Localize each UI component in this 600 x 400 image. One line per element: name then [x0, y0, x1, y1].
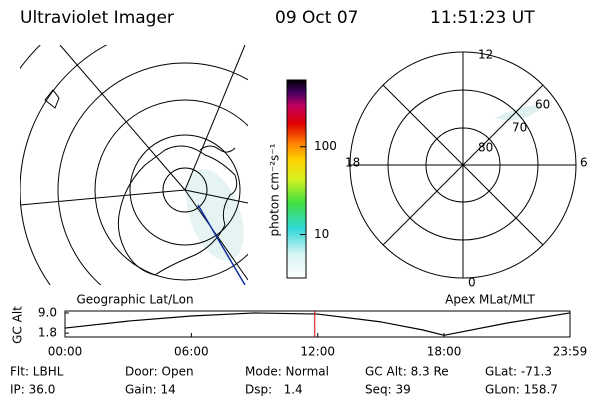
time: 11:51:23 UT	[430, 8, 535, 28]
geo-map	[20, 45, 248, 285]
mlt-label: 12	[478, 48, 493, 62]
date: 09 Oct 07	[275, 8, 358, 28]
status-field: Mode: Normal	[245, 365, 329, 379]
polar-map: 12 18 6 0 80 70 60	[345, 48, 588, 290]
y-tick-label: 1.8	[38, 326, 57, 340]
mlt-label: 6	[580, 156, 588, 170]
status-field: GLat: -71.3	[485, 365, 552, 379]
x-tick-label: 12:00	[300, 345, 335, 359]
mlt-label: 18	[345, 156, 360, 170]
status-field: GC Alt: 8.3 Re	[365, 365, 449, 379]
panel-label: Apex MLat/MLT	[445, 293, 535, 307]
x-tick-label: 06:00	[174, 345, 209, 359]
status-field: Dsp: 1.4	[245, 383, 303, 397]
x-tick-label: 18:00	[427, 345, 462, 359]
colorbar-tick-label: 100	[314, 139, 337, 153]
mlat-label: 70	[512, 121, 527, 135]
altitude-line	[64, 312, 571, 336]
colorbar-tick-label: 10	[314, 227, 329, 241]
mlat-label: 80	[478, 141, 493, 155]
status-field: Door: Open	[125, 365, 194, 379]
status-field: IP: 36.0	[10, 383, 55, 397]
x-tick-label: 00:00	[48, 345, 83, 359]
y-axis-label: GC Alt	[11, 306, 25, 344]
mlt-label: 0	[468, 276, 476, 290]
status-field: Gain: 14	[125, 383, 176, 397]
x-tick-label: 23:59	[553, 345, 588, 359]
colorbar-label: photon cm⁻²s⁻¹	[268, 143, 282, 236]
y-tick-label: 9.0	[38, 305, 57, 319]
mlat-label: 60	[535, 98, 550, 112]
status-field: Flt: LBHL	[10, 365, 64, 379]
title: Ultraviolet Imager	[20, 8, 174, 28]
panel-label: Geographic Lat/Lon	[76, 293, 193, 307]
colorbar	[286, 79, 307, 279]
status-field: GLon: 158.7	[485, 383, 558, 397]
status-field: Seq: 39	[365, 383, 411, 397]
